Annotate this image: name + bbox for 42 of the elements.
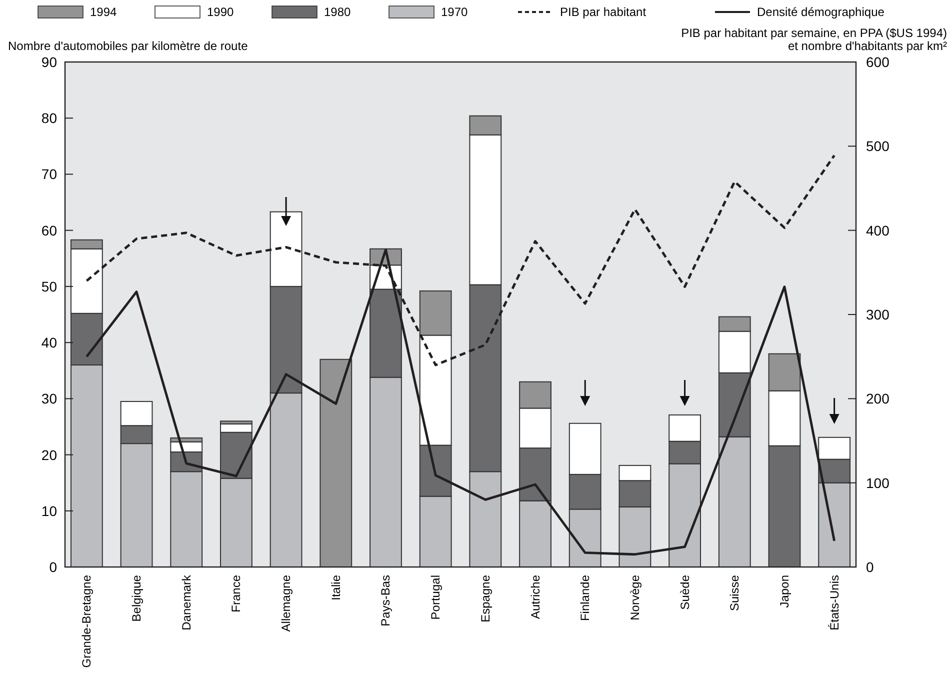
- y-tick-label: 80: [41, 110, 58, 126]
- x-tick-label: Pays-Bas: [378, 575, 393, 626]
- x-tick-label: Belgique: [130, 574, 144, 622]
- x-tick-label: États-Unis: [827, 575, 842, 630]
- y2-tick-label: 0: [866, 559, 874, 575]
- legend-label: 1994: [90, 5, 118, 19]
- y-tick-label: 0: [49, 559, 58, 575]
- y-tick-label: 70: [41, 166, 58, 182]
- x-tick-label: Allemagne: [279, 574, 294, 632]
- x-tick-label: France: [229, 574, 244, 612]
- y-tick-label: 60: [41, 222, 58, 238]
- y2-tick-label: 500: [866, 138, 890, 154]
- bar: [320, 358, 352, 568]
- y-tick-label: 30: [41, 390, 58, 407]
- y-axis-title: Nombre d'automobiles par kilomètre de route: [8, 39, 248, 53]
- legend-label: PIB par habitant: [560, 5, 647, 19]
- x-tick-label: Italie: [328, 574, 343, 600]
- y-tick-label: 50: [41, 278, 58, 294]
- y2-tick-label: 200: [866, 390, 890, 407]
- x-tick-label: Japon: [777, 575, 792, 608]
- x-tick-label: Norvège: [628, 574, 642, 620]
- x-tick-label: Finlande: [578, 574, 592, 622]
- x-tick-label: Autriche: [528, 574, 542, 620]
- x-tick-label: Portugal: [428, 575, 443, 620]
- y-tick-label: 90: [41, 54, 58, 70]
- y2-axis-title: PIB par habitant par semaine, en PPA ($US 1994) et nombre d'habitants par km²: [681, 26, 947, 53]
- x-tick-label: Espagne: [478, 574, 492, 622]
- y2-tick-label: 400: [866, 222, 890, 238]
- legend-label: 1990: [207, 5, 234, 19]
- y-tick-label: 10: [41, 502, 58, 519]
- y-tick-label: 20: [41, 446, 58, 463]
- legend-label: 1970: [441, 5, 468, 19]
- y2-tick-label: 100: [866, 474, 890, 491]
- x-tick-label: Suisse: [728, 574, 742, 612]
- y2-tick-label: 600: [866, 54, 890, 70]
- x-tick-label: Grande-Bretagne: [80, 574, 94, 668]
- legend-label: Densité démographique: [757, 5, 885, 19]
- legend-label: 1980: [324, 5, 352, 19]
- x-tick-label: Suède: [678, 574, 692, 610]
- y2-tick-label: 300: [866, 306, 890, 322]
- x-tick-label: Danemark: [179, 574, 194, 630]
- y-tick-label: 40: [41, 334, 58, 351]
